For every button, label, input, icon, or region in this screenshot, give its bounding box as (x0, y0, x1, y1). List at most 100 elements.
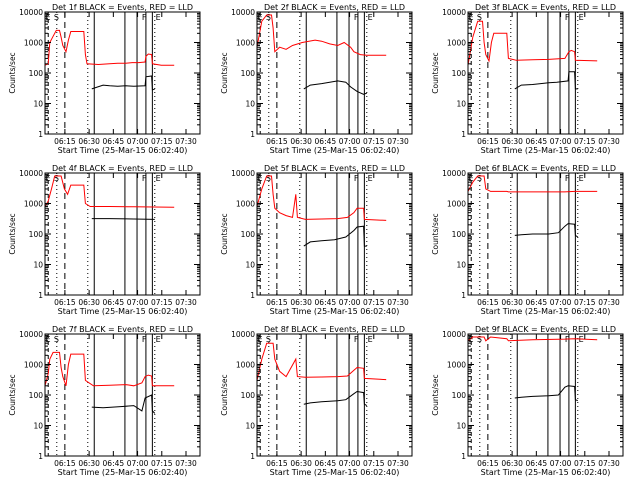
marker-label: E (156, 174, 161, 183)
lld-series-line (257, 14, 387, 56)
marker-label: E (579, 13, 584, 22)
x-tick-label: 07:30 (175, 137, 197, 146)
y-tick-label: 100 (452, 230, 467, 239)
panel-title: Det 4f BLACK = Events, RED = LLD (52, 164, 193, 173)
y-axis-label: Counts/sec (220, 374, 229, 415)
y-tick-label: 1000 (24, 200, 43, 209)
y-axis-label: Counts/sec (431, 374, 440, 415)
x-tick-label: 07:30 (598, 137, 620, 146)
x-tick-label: 06:30 (501, 137, 523, 146)
marker-label: F (354, 174, 359, 183)
x-axis-label: Start Time (25-Mar-15 06:02:40) (270, 146, 400, 155)
y-tick-label: 1 (250, 130, 255, 139)
x-tick-label: 07:15 (363, 459, 385, 468)
y-tick-label: 10000 (231, 8, 255, 17)
x-tick-label: 06:15 (266, 459, 288, 468)
lld-series-line (468, 336, 598, 342)
x-tick-label: 06:15 (266, 137, 288, 146)
y-tick-label: 10 (245, 100, 255, 109)
marker-label: E (368, 13, 373, 22)
marker-label: S (477, 13, 482, 22)
y-tick-label: 1 (461, 130, 466, 139)
y-tick-label: 10 (456, 261, 466, 270)
x-tick-label: 07:15 (574, 137, 596, 146)
lld-series-line (257, 342, 387, 381)
events-series-line (514, 385, 578, 402)
x-tick-label: 06:45 (526, 137, 548, 146)
y-tick-label: 10000 (231, 330, 255, 339)
x-tick-label: 07:15 (151, 137, 173, 146)
x-tick-label: 07:00 (550, 137, 572, 146)
x-tick-label: 06:45 (315, 298, 337, 307)
marker-label: E (156, 335, 161, 344)
y-tick-label: 1 (250, 452, 255, 461)
x-tick-label: 07:15 (151, 298, 173, 307)
x-tick-label: 07:15 (363, 298, 385, 307)
y-axis-label: Counts/sec (8, 374, 17, 415)
events-series-line (303, 390, 368, 407)
y-tick-label: 10000 (442, 8, 466, 17)
marker-label: S (266, 335, 271, 344)
marker-label: S (477, 335, 482, 344)
y-tick-label: 100 (452, 391, 467, 400)
y-tick-label: 10 (33, 261, 43, 270)
x-tick-label: 07:30 (387, 459, 409, 468)
marker-label: E (468, 335, 473, 344)
x-tick-label: 07:00 (127, 298, 149, 307)
y-tick-label: 100 (241, 391, 256, 400)
marker-label: S (266, 174, 271, 183)
x-tick-label: 07:30 (598, 298, 620, 307)
y-axis-label: Counts/sec (8, 52, 17, 93)
x-tick-label: 07:30 (387, 137, 409, 146)
y-tick-label: 10000 (442, 330, 466, 339)
marker-label: E (257, 13, 262, 22)
x-tick-label: 07:15 (151, 459, 173, 468)
x-tick-label: 07:15 (363, 137, 385, 146)
y-tick-label: 1 (38, 130, 43, 139)
y-axis-label: Counts/sec (220, 213, 229, 254)
y-tick-label: 10 (456, 100, 466, 109)
x-tick-label: 06:30 (501, 459, 523, 468)
plot-frame (467, 333, 624, 457)
x-tick-label: 07:15 (574, 459, 596, 468)
events-series-line (514, 223, 579, 238)
marker-label: E (368, 335, 373, 344)
x-tick-label: 06:30 (290, 137, 312, 146)
x-tick-label: 07:00 (339, 459, 361, 468)
marker-label: F (354, 13, 359, 22)
marker-label: F (565, 174, 570, 183)
events-series-line (91, 394, 156, 414)
y-tick-label: 10 (33, 422, 43, 431)
x-tick-label: 07:00 (339, 298, 361, 307)
y-tick-label: 100 (29, 391, 44, 400)
events-series-line (91, 218, 155, 220)
x-tick-label: 06:30 (290, 459, 312, 468)
plot-frame (256, 172, 413, 296)
y-tick-label: 100 (452, 69, 467, 78)
x-axis-label: Start Time (25-Mar-15 06:02:40) (481, 146, 611, 155)
x-tick-label: 07:00 (127, 137, 149, 146)
x-axis-label: Start Time (25-Mar-15 06:02:40) (481, 307, 611, 316)
marker-label: E (45, 13, 50, 22)
marker-label: E (579, 335, 584, 344)
x-tick-label: 06:30 (78, 137, 100, 146)
y-tick-label: 1 (461, 452, 466, 461)
marker-label: S (54, 335, 59, 344)
y-axis-label: Counts/sec (8, 213, 17, 254)
y-tick-label: 100 (29, 230, 44, 239)
lld-series-line (468, 20, 598, 66)
x-tick-label: 06:45 (526, 298, 548, 307)
marker-label: E (468, 174, 473, 183)
panel-title: Det 9f BLACK = Events, RED = LLD (475, 325, 616, 334)
y-tick-label: 1000 (236, 361, 255, 370)
x-tick-label: 07:30 (387, 298, 409, 307)
lld-series-line (45, 351, 175, 387)
x-tick-label: 06:15 (266, 298, 288, 307)
x-tick-label: 06:45 (526, 459, 548, 468)
marker-label: E (45, 174, 50, 183)
marker-label: F (354, 335, 359, 344)
plot-frame (44, 11, 201, 135)
